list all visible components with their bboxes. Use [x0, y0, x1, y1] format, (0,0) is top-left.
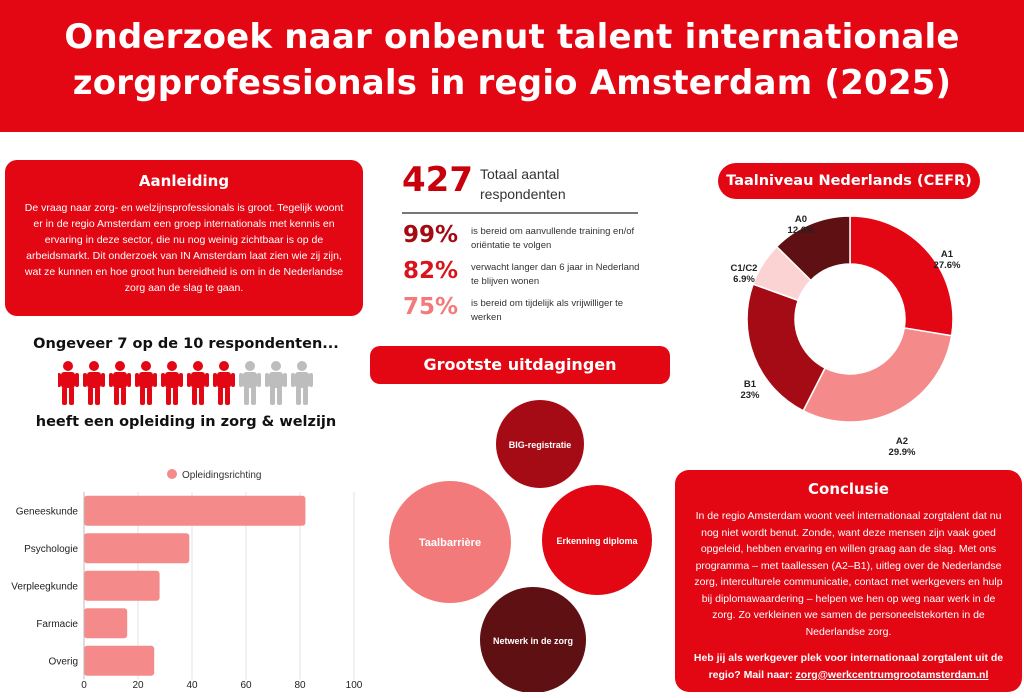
donut-slice — [775, 215, 851, 282]
person-icon — [265, 361, 287, 405]
people-subtitle: heeft een opleiding in zorg & welzijn — [35, 414, 337, 430]
contact-email-link[interactable]: zorg@werkcentrumgrootamsterdam.nl — [795, 668, 989, 681]
donut-slice-label: A1 — [941, 249, 954, 260]
conclusie-cta: Heb jij als werkgever plek voor internat… — [689, 650, 1008, 683]
bar — [84, 533, 190, 564]
challenge-bubble: Erkenning diploma — [542, 485, 652, 595]
donut-slice-value: 27.6% — [934, 260, 961, 271]
person-icon — [58, 361, 79, 405]
aanleiding-title: Aanleiding — [138, 172, 230, 190]
header-banner: Onderzoek naar onbenut talent internatio… — [0, 0, 1024, 132]
x-tick-label: 100 — [346, 680, 363, 691]
challenge-bubble-label: BIG-registratie — [509, 440, 572, 450]
conclusie-card: Conclusie In de regio Amsterdam woont ve… — [675, 470, 1022, 692]
donut-slice-value: 6.9% — [733, 274, 755, 285]
people-title: Ongeveer 7 op de 10 respondenten... — [33, 336, 339, 352]
bar — [84, 608, 128, 639]
donut-slice — [802, 327, 953, 423]
page-title-line-2: zorgprofessionals in regio Amsterdam (20… — [72, 63, 952, 103]
challenges-title: Grootste uitdagingen — [370, 346, 670, 384]
donut-slice — [849, 215, 954, 337]
donut-slice-value: 29.9% — [889, 447, 916, 458]
legend-label: Opleidingsrichting — [182, 470, 262, 481]
stat-description: is bereid om tijdelijk als vrijwilliger … — [471, 298, 624, 323]
stat-row: 75% is bereid om tijdelijk als vrijwillig… — [403, 294, 643, 330]
stat-description: is bereid om aanvullende training en/of … — [471, 226, 635, 251]
donut-slice — [746, 283, 827, 412]
opleidingsrichting-bar-chart: Opleidingsrichting 0 20 40 60 80 100 Geneeskund… — [11, 469, 363, 691]
challenge-bubble: BIG-registratie — [496, 400, 584, 488]
stat-row: 82% verwacht langer dan 6 jaar in Nederla… — [403, 258, 643, 294]
bar — [84, 570, 160, 601]
person-icon — [187, 361, 209, 405]
person-icon — [291, 361, 313, 405]
stat-percentage: 82% — [403, 258, 459, 284]
total-respondents-value: 427 — [402, 160, 473, 200]
conclusie-title: Conclusie — [808, 480, 889, 498]
people-pictogram-row — [58, 361, 313, 405]
x-tick-label: 20 — [132, 680, 144, 691]
donut-slice-label: B1 — [744, 379, 757, 390]
challenge-bubble-label: Taalbarrière — [419, 537, 481, 549]
total-respondents-label: Totaal aantal respondenten — [480, 166, 566, 202]
stat-description: verwacht langer dan 6 jaar in Nederland … — [471, 262, 640, 287]
person-icon — [161, 361, 183, 405]
person-icon — [135, 361, 157, 405]
stat-percentage: 99% — [403, 222, 459, 248]
stat-percentage: 75% — [403, 294, 459, 320]
page-title-line-1: Onderzoek naar onbenut talent internatio… — [64, 17, 960, 57]
challenge-bubble: Netwerk in de zorg — [480, 587, 586, 692]
donut-slice-label: C1/C2 — [731, 263, 758, 274]
person-icon — [83, 361, 105, 405]
aanleiding-body: De vraag naar zorg- en welzijnsprofessio… — [24, 202, 344, 294]
y-category-label: Psychologie — [24, 544, 78, 555]
donut-slice-value: 23% — [740, 390, 760, 401]
y-category-label: Verpleegkunde — [11, 581, 78, 592]
person-icon — [109, 361, 131, 405]
person-icon — [239, 361, 261, 405]
donut-slice-value: 12.6% — [788, 225, 815, 236]
cefr-title: Taalniveau Nederlands (CEFR) — [718, 163, 980, 199]
bar — [84, 645, 155, 676]
x-tick-label: 40 — [186, 680, 198, 691]
donut-slice-label: A2 — [896, 436, 908, 447]
x-tick-label: 80 — [294, 680, 306, 691]
legend-swatch — [167, 469, 177, 479]
bar — [84, 495, 306, 526]
y-category-label: Overig — [49, 656, 78, 667]
challenge-bubble: Taalbarrière — [389, 481, 511, 603]
y-category-label: Farmacie — [36, 619, 78, 630]
x-tick-label: 0 — [81, 680, 87, 691]
stat-row: 99% is bereid om aanvullende training en/… — [403, 222, 643, 258]
page-title: Onderzoek naar onbenut talent internatio… — [0, 0, 1024, 106]
stats-divider — [402, 212, 638, 214]
challenge-bubble-label: Netwerk in de zorg — [493, 636, 573, 646]
conclusie-cta-text: Heb jij als werkgever plek voor internat… — [693, 652, 1004, 681]
challenge-bubble-label: Erkenning diploma — [556, 536, 638, 546]
aanleiding-card: Aanleiding De vraag naar zorg- en welzij… — [5, 160, 363, 316]
x-tick-label: 60 — [240, 680, 252, 691]
conclusie-body: In de regio Amsterdam woont veel interna… — [694, 510, 1003, 638]
donut-slice-label: A0 — [795, 214, 807, 225]
person-icon — [213, 361, 235, 405]
challenges-bubble-chart: Taalbarrière BIG-registratie Erkenning dip… — [389, 400, 652, 692]
y-category-label: Geneeskunde — [16, 506, 79, 517]
